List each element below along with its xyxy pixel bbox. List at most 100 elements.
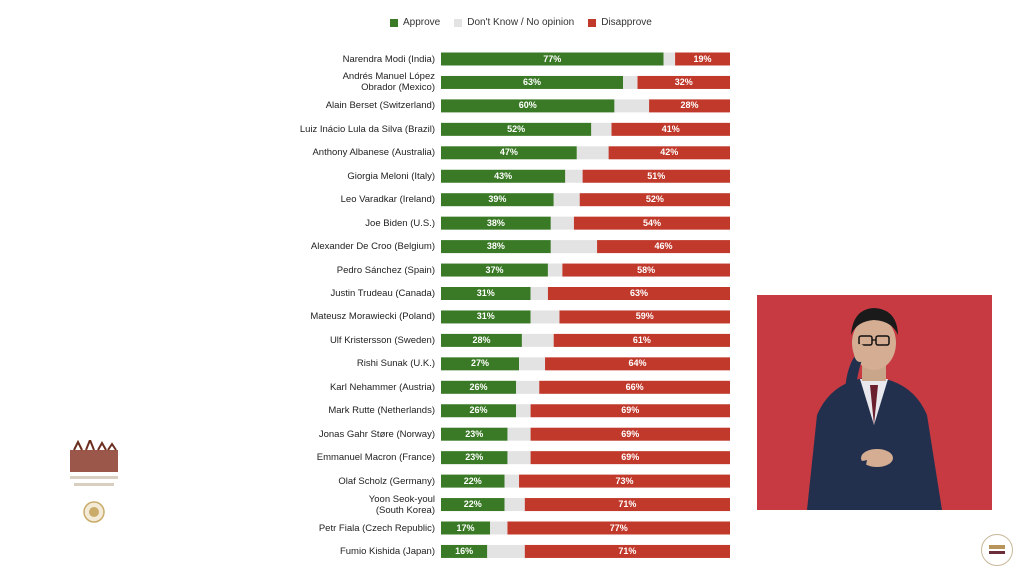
bar-disapprove xyxy=(539,380,730,394)
category-label: Alain Berset (Switzerland) xyxy=(325,100,435,112)
category-label: Andrés Manuel López Obrador (Mexico) xyxy=(342,71,435,94)
legend-item: Don't Know / No opinion xyxy=(454,17,574,28)
legend-item: Approve xyxy=(390,17,440,28)
approve-value-label: 31% xyxy=(476,288,495,298)
bar-approve xyxy=(441,380,517,394)
bar-no-opinion xyxy=(490,521,508,535)
bar-disapprove xyxy=(559,310,730,324)
category-label: Alexander De Croo (Belgium) xyxy=(310,241,435,253)
approve-value-label: 43% xyxy=(494,170,513,181)
bar-no-opinion xyxy=(504,474,520,488)
bar-approve xyxy=(441,263,548,277)
approve-value-label: 38% xyxy=(486,241,505,252)
approve-value-label: 63% xyxy=(523,76,542,87)
bar-approve xyxy=(441,52,664,66)
bar-disapprove xyxy=(597,240,730,254)
bar-no-opinion xyxy=(553,193,580,207)
disapprove-value-label: 59% xyxy=(635,311,654,322)
disapprove-value-label: 54% xyxy=(642,217,661,228)
disapprove-value-label: 73% xyxy=(615,475,634,486)
bar-approve xyxy=(441,451,508,465)
bar-disapprove xyxy=(524,544,730,558)
category-label: Olaf Scholz (Germany) xyxy=(338,475,435,487)
category-label: Luiz Inácio Lula da Silva (Brazil) xyxy=(299,123,435,135)
bar-approve xyxy=(441,310,531,324)
category-label: Ulf Kristersson (Sweden) xyxy=(329,334,435,346)
bar-disapprove xyxy=(562,263,730,277)
bar-disapprove xyxy=(507,521,730,535)
bar-disapprove xyxy=(519,474,730,488)
bar-disapprove xyxy=(611,122,730,136)
bar-approve xyxy=(441,333,522,347)
bar-approve xyxy=(441,498,505,512)
disapprove-value-label: 66% xyxy=(625,381,644,392)
category-label: Karl Nehammer (Austria) xyxy=(329,381,435,393)
legend-label: Don't Know / No opinion xyxy=(467,17,575,28)
disapprove-value-label: 28% xyxy=(680,100,699,111)
disapprove-value-label: 71% xyxy=(618,545,637,556)
bar-no-opinion xyxy=(504,498,525,512)
disapprove-value-label: 63% xyxy=(629,288,648,298)
bar-approve xyxy=(441,99,615,113)
category-label: Pedro Sánchez (Spain) xyxy=(336,264,435,276)
bar-no-opinion xyxy=(576,146,609,160)
category-label: Petr Fiala (Czech Republic) xyxy=(318,522,435,534)
category-label: Joe Biden (U.S.) xyxy=(365,217,435,229)
approve-value-label: 77% xyxy=(543,53,562,64)
bar-approve xyxy=(441,357,520,371)
bar-no-opinion xyxy=(516,404,531,418)
bar-approve xyxy=(441,122,592,136)
approve-value-label: 39% xyxy=(488,194,507,205)
bar-approve xyxy=(441,216,551,230)
disapprove-value-label: 69% xyxy=(621,452,640,463)
disapprove-value-label: 71% xyxy=(618,499,637,510)
bar-approve xyxy=(441,404,517,418)
bar-no-opinion xyxy=(623,75,638,89)
legend-label: Disapprove xyxy=(601,17,652,28)
broadcast-logo-icon xyxy=(981,534,1013,566)
category-label: Jonas Gahr Støre (Norway) xyxy=(318,428,435,440)
legend-swatch xyxy=(454,18,463,27)
bar-disapprove xyxy=(553,333,730,347)
disapprove-value-label: 69% xyxy=(621,428,640,439)
bar-approve xyxy=(441,146,577,160)
bar-disapprove xyxy=(530,404,730,418)
chart-legend: Approve Don't Know / No opinion Disapprove xyxy=(390,17,652,28)
category-label: Fumio Kishida (Japan) xyxy=(339,545,435,557)
category-label: Giorgia Meloni (Italy) xyxy=(347,170,435,182)
bar-approve xyxy=(441,240,551,254)
disapprove-value-label: 41% xyxy=(661,123,680,134)
bar-no-opinion xyxy=(487,544,525,558)
approve-value-label: 28% xyxy=(472,334,491,345)
bar-no-opinion xyxy=(519,357,546,371)
legend-label: Approve xyxy=(403,17,441,28)
bar-no-opinion xyxy=(550,216,574,230)
disapprove-value-label: 32% xyxy=(674,76,693,87)
approve-value-label: 37% xyxy=(485,264,504,275)
approve-value-label: 22% xyxy=(463,499,482,510)
disapprove-value-label: 42% xyxy=(660,147,679,158)
bar-approve xyxy=(441,544,488,558)
bar-approve xyxy=(441,287,531,300)
disapprove-value-label: 58% xyxy=(637,264,656,275)
legend-item: Disapprove xyxy=(588,17,652,28)
bar-approve xyxy=(441,169,566,183)
legend-swatch xyxy=(390,18,398,27)
category-label: Narendra Modi (India) xyxy=(342,53,435,65)
disapprove-value-label: 51% xyxy=(647,170,666,181)
bar-no-opinion xyxy=(521,333,554,347)
disapprove-value-label: 52% xyxy=(645,194,664,205)
legend-swatch xyxy=(588,18,597,27)
approve-value-label: 26% xyxy=(469,381,488,392)
approve-value-label: 26% xyxy=(469,405,488,416)
bar-no-opinion xyxy=(550,240,598,254)
bar-disapprove xyxy=(608,146,730,160)
approve-value-label: 52% xyxy=(507,123,526,134)
bar-approve xyxy=(441,427,508,441)
approve-value-label: 31% xyxy=(476,311,495,322)
category-label: Yoon Seok-youl (South Korea) xyxy=(368,493,435,516)
bar-approve xyxy=(441,521,491,535)
interpreter-figure xyxy=(807,308,942,510)
bar-disapprove xyxy=(573,216,730,230)
approve-value-label: 23% xyxy=(465,428,484,439)
